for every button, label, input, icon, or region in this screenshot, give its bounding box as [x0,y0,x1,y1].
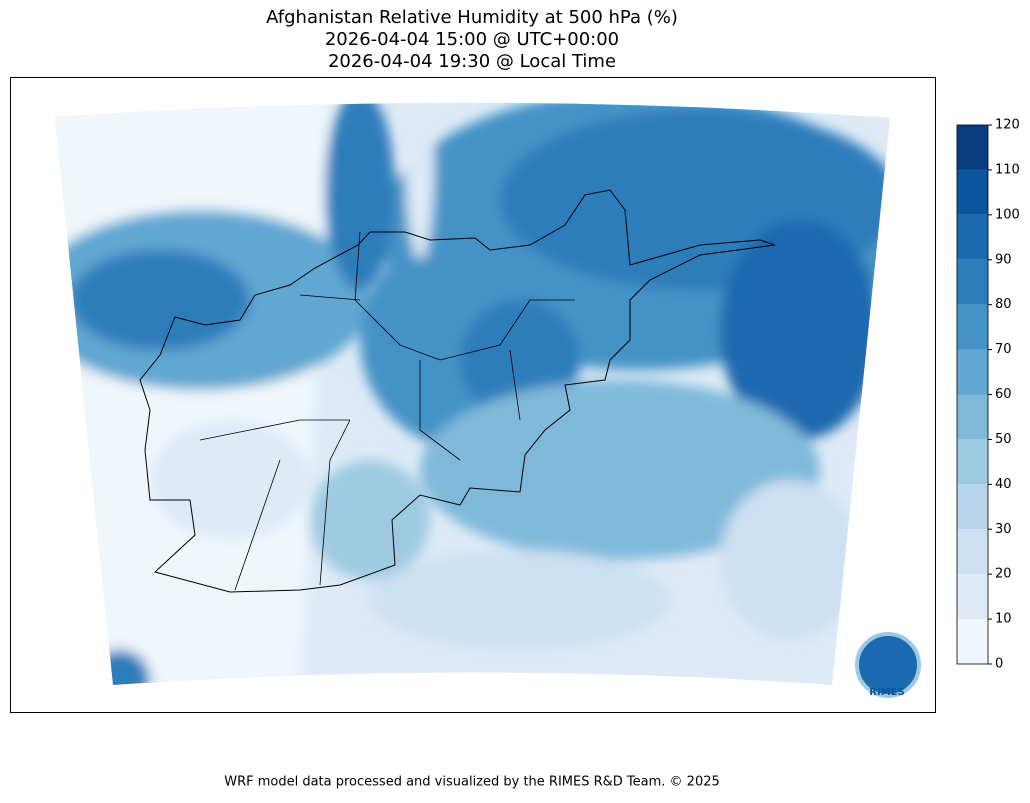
colorbar-segment [957,349,988,395]
colorbar-segment [957,169,988,215]
colorbar-tick-label: 20 [995,567,1012,582]
colorbar-tick-label: 110 [995,162,1020,177]
colorbar: 0 10 20 30 40 50 60 70 80 90 100 110 120 [956,118,1020,672]
country-border [139,189,776,593]
colorbar-segment [957,394,988,440]
colorbar-segment [957,214,988,260]
colorbar-tick-label: 120 [995,118,1020,133]
colorbar-tick-label: 50 [995,432,1012,447]
province-borders [199,231,575,591]
colorbar-tick-label: 0 [995,657,1003,672]
colorbar-segment [957,439,988,485]
colorbar-segment [957,304,988,350]
colorbar-tick-label: 90 [995,252,1012,267]
colorbar-tick-label: 70 [995,342,1012,357]
logo [855,632,921,698]
title: Afghanistan Relative Humidity at 500 hPa… [266,7,678,28]
footer: WRF model data processed and visualized … [224,775,720,790]
logo-text: RIMES [869,687,904,698]
colorbar-segment [957,529,988,575]
colorbar-tick-label: 100 [995,207,1020,222]
colorbar-segment [957,259,988,305]
colorbar-tick-label: 10 [995,612,1012,627]
colorbar-tick-label: 60 [995,387,1012,402]
subtitle: 2026-04-04 15:00 @ UTC+00:00 [325,29,619,50]
humidity-field [55,102,890,685]
subtitle: 2026-04-04 19:30 @ Local Time [328,51,616,72]
colorbar-segment [957,484,988,530]
colorbar-segment [957,619,988,664]
colorbar-tick-label: 30 [995,522,1012,537]
colorbar-tick-label: 40 [995,477,1012,492]
colorbar-segment [957,574,988,620]
colorbar-tick-label: 80 [995,297,1012,312]
colorbar-segment [957,125,988,170]
